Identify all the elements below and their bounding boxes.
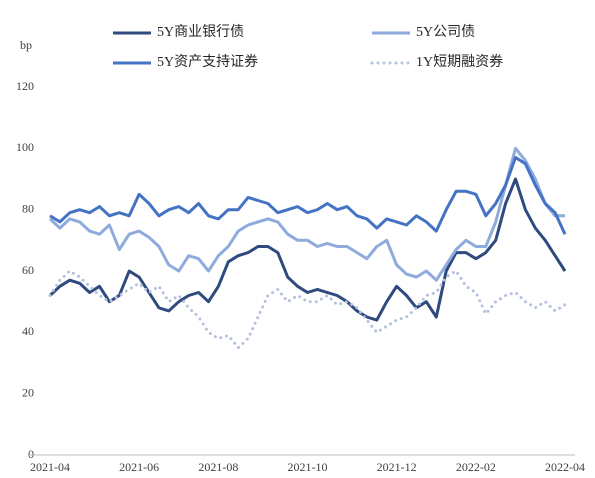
y-tick-label: 60 <box>22 263 34 277</box>
y-tick-label: 80 <box>22 201 34 215</box>
x-tick-label: 2021-04 <box>30 460 70 474</box>
x-tick-label: 2021-08 <box>198 460 238 474</box>
y-tick-label: 100 <box>16 140 34 154</box>
legend-label: 5Y商业银行债 <box>157 24 244 40</box>
y-tick-label: 40 <box>22 324 34 338</box>
y-tick-label: 120 <box>16 79 34 93</box>
x-tick-label: 2022-04 <box>545 460 585 474</box>
legend-label: 1Y短期融资券 <box>416 54 503 70</box>
legend-label: 5Y公司债 <box>416 24 475 40</box>
line-series <box>48 146 565 282</box>
y-axis-label: bp <box>20 38 32 52</box>
x-tick-label: 2021-12 <box>377 460 417 474</box>
line-series <box>49 156 567 235</box>
line-series <box>48 269 567 350</box>
y-tick-label: 20 <box>22 385 34 399</box>
x-tick-label: 2021-10 <box>288 460 328 474</box>
line-series <box>48 177 567 322</box>
x-tick-label: 2021-06 <box>119 460 159 474</box>
x-tick-label: 2022-02 <box>456 460 496 474</box>
y-tick-label: 0 <box>28 447 34 461</box>
legend-label: 5Y资产支持证券 <box>157 54 258 70</box>
